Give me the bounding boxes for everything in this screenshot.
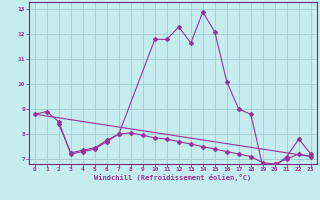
- X-axis label: Windchill (Refroidissement éolien,°C): Windchill (Refroidissement éolien,°C): [94, 174, 252, 181]
